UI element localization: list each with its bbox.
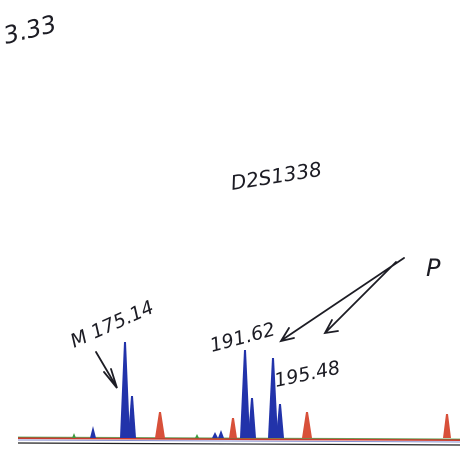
paternal-arrow-to-195	[323, 261, 397, 335]
peak-blue-191-stutter	[248, 398, 256, 438]
corner-value-text: 3.33	[1, 10, 60, 50]
blue-peaks	[90, 342, 284, 438]
peak-blue-small-3	[218, 430, 224, 438]
paternal-label: P	[426, 254, 441, 282]
red-size-standard-peaks	[155, 412, 451, 438]
peak-green-2	[195, 434, 199, 438]
peak-green-1	[72, 433, 76, 438]
peak-red-2	[229, 418, 237, 438]
peak-blue-small-1	[90, 426, 96, 438]
peak-red-3	[302, 412, 312, 438]
allele-label-195: 195.48	[272, 357, 342, 392]
mother-allele-label: M 175.14	[67, 296, 157, 352]
peak-blue-195-stutter	[276, 404, 284, 438]
green-peaks	[72, 433, 199, 438]
peak-red-1	[155, 412, 165, 438]
peak-blue-175-stutter	[128, 396, 136, 438]
mother-arrow	[95, 351, 118, 389]
peak-red-4	[443, 414, 451, 438]
marker-name-text: D2S1338	[229, 157, 323, 195]
peak-blue-175-main	[120, 342, 130, 438]
peak-blue-small-2	[212, 432, 218, 438]
allele-label-191: 191.62	[208, 318, 278, 356]
paternal-arrow-to-191	[279, 257, 405, 343]
peak-blue-191-main	[240, 350, 250, 438]
trace-baseline	[17, 436, 461, 446]
peak-blue-195-main	[268, 358, 278, 438]
